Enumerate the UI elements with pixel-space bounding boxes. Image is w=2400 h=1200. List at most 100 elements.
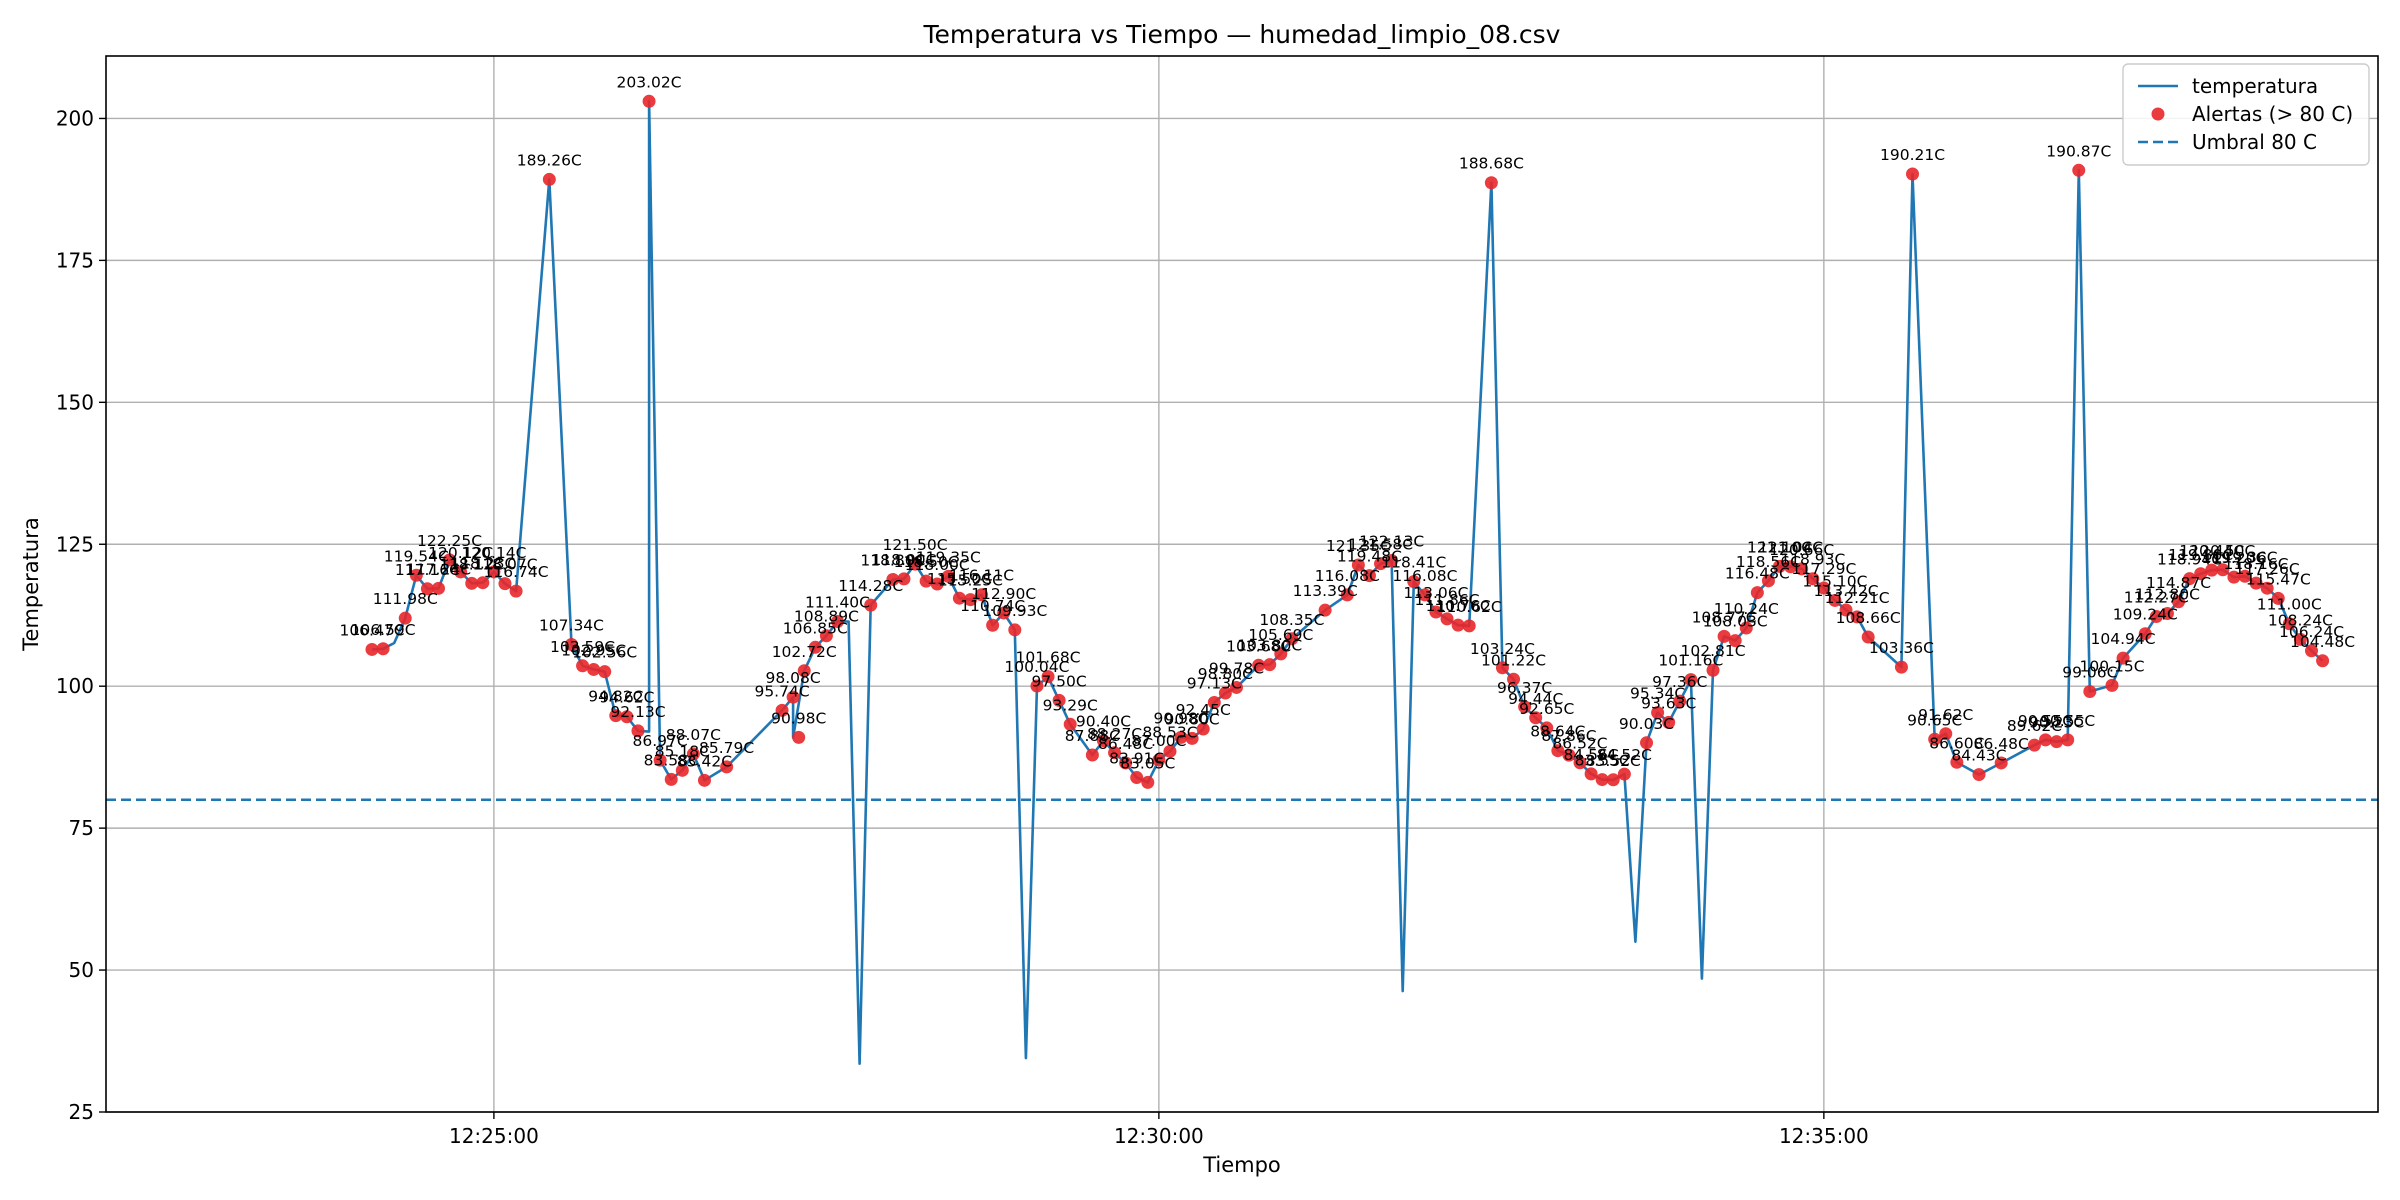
alert-label-81: 110.62C (1437, 598, 1502, 616)
alert-point-129 (2116, 651, 2130, 665)
alert-point-142 (2271, 591, 2285, 605)
alert-point-73 (1362, 569, 1376, 583)
alert-point-40 (930, 577, 944, 591)
legend-label-1: Alertas (> 80 C) (2192, 102, 2353, 126)
alert-label-125: 90.55C (2040, 712, 2095, 730)
alert-label-88: 88.64C (1530, 723, 1585, 741)
alert-point-18 (609, 709, 623, 723)
alert-point-90 (1573, 756, 1587, 770)
alert-point-106 (1773, 559, 1787, 573)
alert-label-75: 122.13C (1359, 533, 1424, 551)
alert-label-113: 112.21C (1825, 589, 1890, 607)
alert-point-17 (598, 665, 612, 679)
y-axis-ticks: 25 50 75 100 125 150 175 200 (56, 106, 106, 1124)
alert-point-143 (2282, 617, 2296, 631)
alert-point-139 (2238, 569, 2252, 583)
alert-label-22: 86.97C (633, 732, 688, 750)
alert-label-130: 109.24C (2113, 606, 2178, 624)
alert-point-120 (1972, 768, 1986, 782)
alert-label-37: 118.90C (871, 551, 936, 569)
alert-point-128 (2105, 678, 2119, 692)
alert-label-50: 97.50C (1032, 672, 1087, 690)
alert-label-52: 87.88C (1065, 727, 1120, 745)
alert-label-124: 90.23C (2029, 714, 2084, 732)
alert-point-95 (1640, 736, 1654, 750)
alert-point-131 (2149, 610, 2163, 624)
alert-label-106: 121.10C (1747, 538, 1812, 556)
alert-point-102 (1728, 634, 1742, 648)
alert-label-101: 108.77C (1692, 608, 1757, 626)
alert-point-91 (1584, 767, 1598, 781)
alert-point-5 (431, 581, 445, 595)
alert-point-122 (2027, 738, 2041, 752)
alert-point-71 (1340, 588, 1354, 602)
alert-point-8 (465, 576, 479, 590)
x-tick-label-2: 12:35:00 (1779, 1124, 1869, 1148)
alert-label-2: 111.98C (373, 590, 438, 608)
alert-point-53 (1096, 734, 1110, 748)
alert-point-108 (1795, 562, 1809, 576)
alert-label-112: 113.42C (1813, 582, 1878, 600)
alert-label-6: 122.25C (417, 532, 482, 550)
alert-label-123: 90.55C (2018, 712, 2073, 730)
alert-label-61: 90.80C (1165, 710, 1220, 728)
alert-point-87 (1540, 721, 1554, 735)
alert-label-131: 112.27C (2124, 589, 2189, 607)
alert-label-90: 86.52C (1552, 735, 1607, 753)
legend-label-2: Umbral 80 C (2192, 130, 2317, 154)
alert-point-31 (797, 664, 811, 678)
alert-label-44: 116.11C (949, 567, 1014, 585)
alert-point-9 (476, 576, 490, 590)
alert-label-17: 102.56C (572, 644, 637, 662)
alert-point-116 (1906, 167, 1920, 181)
alert-point-46 (997, 606, 1011, 620)
alert-point-103 (1739, 621, 1753, 635)
alert-label-127: 99.06C (2062, 664, 2117, 682)
alert-label-87: 92.65C (1519, 700, 1574, 718)
alert-point-30 (792, 730, 806, 744)
alert-label-120: 84.43C (1951, 747, 2006, 765)
alert-label-7: 120.12C (428, 544, 493, 562)
alert-label-4: 117.16C (395, 561, 460, 579)
alert-label-31: 102.72C (772, 643, 837, 661)
alert-point-132 (2160, 607, 2174, 621)
alert-point-23 (664, 772, 678, 786)
alert-point-117 (1928, 732, 1942, 746)
x-tick-label-1: 12:30:00 (1114, 1124, 1204, 1148)
alert-label-58: 87.00C (1131, 732, 1186, 750)
data-labels-group: 106.47C106.59C111.98C119.54C117.16C117.2… (339, 73, 2355, 772)
alert-point-4 (420, 582, 434, 596)
alert-point-135 (2194, 567, 2208, 581)
alert-point-136 (2205, 563, 2219, 577)
x-axis-ticks: 12:25:00 12:30:00 12:35:00 (449, 1112, 1869, 1148)
alert-point-92 (1595, 773, 1609, 787)
alert-label-28: 95.74C (754, 682, 809, 700)
alert-point-79 (1440, 612, 1454, 626)
y-tick-label-2: 75 (69, 816, 94, 840)
alert-point-118 (1939, 727, 1953, 741)
alert-label-115: 103.36C (1869, 639, 1934, 657)
alert-point-127 (2083, 685, 2097, 699)
alert-point-74 (1374, 557, 1388, 571)
alert-label-138: 119.20C (2201, 549, 2266, 567)
alert-label-82: 188.68C (1459, 155, 1524, 173)
alert-label-35: 114.28C (838, 577, 903, 595)
alert-point-140 (2249, 576, 2263, 590)
alert-point-126 (2072, 163, 2086, 177)
alert-point-64 (1218, 686, 1232, 700)
alert-point-48 (1030, 679, 1044, 693)
alert-point-115 (1894, 660, 1908, 674)
alert-label-132: 112.80C (2135, 586, 2200, 604)
alert-label-55: 86.48C (1098, 735, 1153, 753)
alert-point-36 (886, 572, 900, 586)
alert-point-105 (1761, 574, 1775, 588)
alert-point-81 (1462, 619, 1476, 633)
y-tick-label-3: 100 (56, 674, 94, 698)
alert-label-21: 203.02C (617, 73, 682, 91)
alert-label-0: 106.47C (339, 621, 404, 639)
alert-label-23: 83.58C (644, 751, 699, 769)
alert-label-103: 110.24C (1714, 600, 1779, 618)
alert-point-12 (509, 584, 523, 598)
